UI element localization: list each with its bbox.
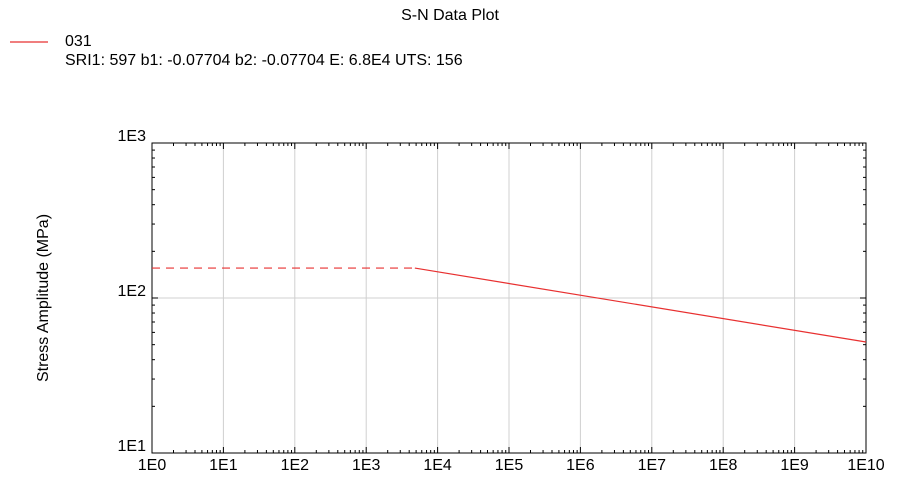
x-tick-label: 1E9: [780, 457, 809, 474]
x-tick-label: 1E1: [209, 457, 238, 474]
plot-frame: [151, 142, 867, 454]
x-tick-label: 1E0: [138, 457, 167, 474]
legend-label: 031: [65, 33, 92, 50]
y-tick-label: 1E1: [118, 438, 147, 455]
y-axis-label: Stress Amplitude (MPa): [35, 214, 52, 382]
x-tick-label: 1E5: [495, 457, 524, 474]
x-tick-label: 1E7: [638, 457, 667, 474]
series-line: [414, 267, 867, 343]
y-tick-label: 1E2: [118, 283, 147, 300]
x-tick-label: 1E6: [566, 457, 595, 474]
x-tick-label: 1E8: [709, 457, 738, 474]
y-tick-label: 1E3: [118, 128, 147, 145]
x-tick-label: 1E3: [352, 457, 381, 474]
x-tick-label: 1E10: [847, 457, 884, 474]
x-tick-label: 1E2: [281, 457, 310, 474]
x-tick-label: 1E4: [423, 457, 452, 474]
legend-subtitle: SRI1: 597 b1: -0.07704 b2: -0.07704 E: 6…: [65, 52, 463, 69]
chart-title: S-N Data Plot: [401, 7, 499, 24]
